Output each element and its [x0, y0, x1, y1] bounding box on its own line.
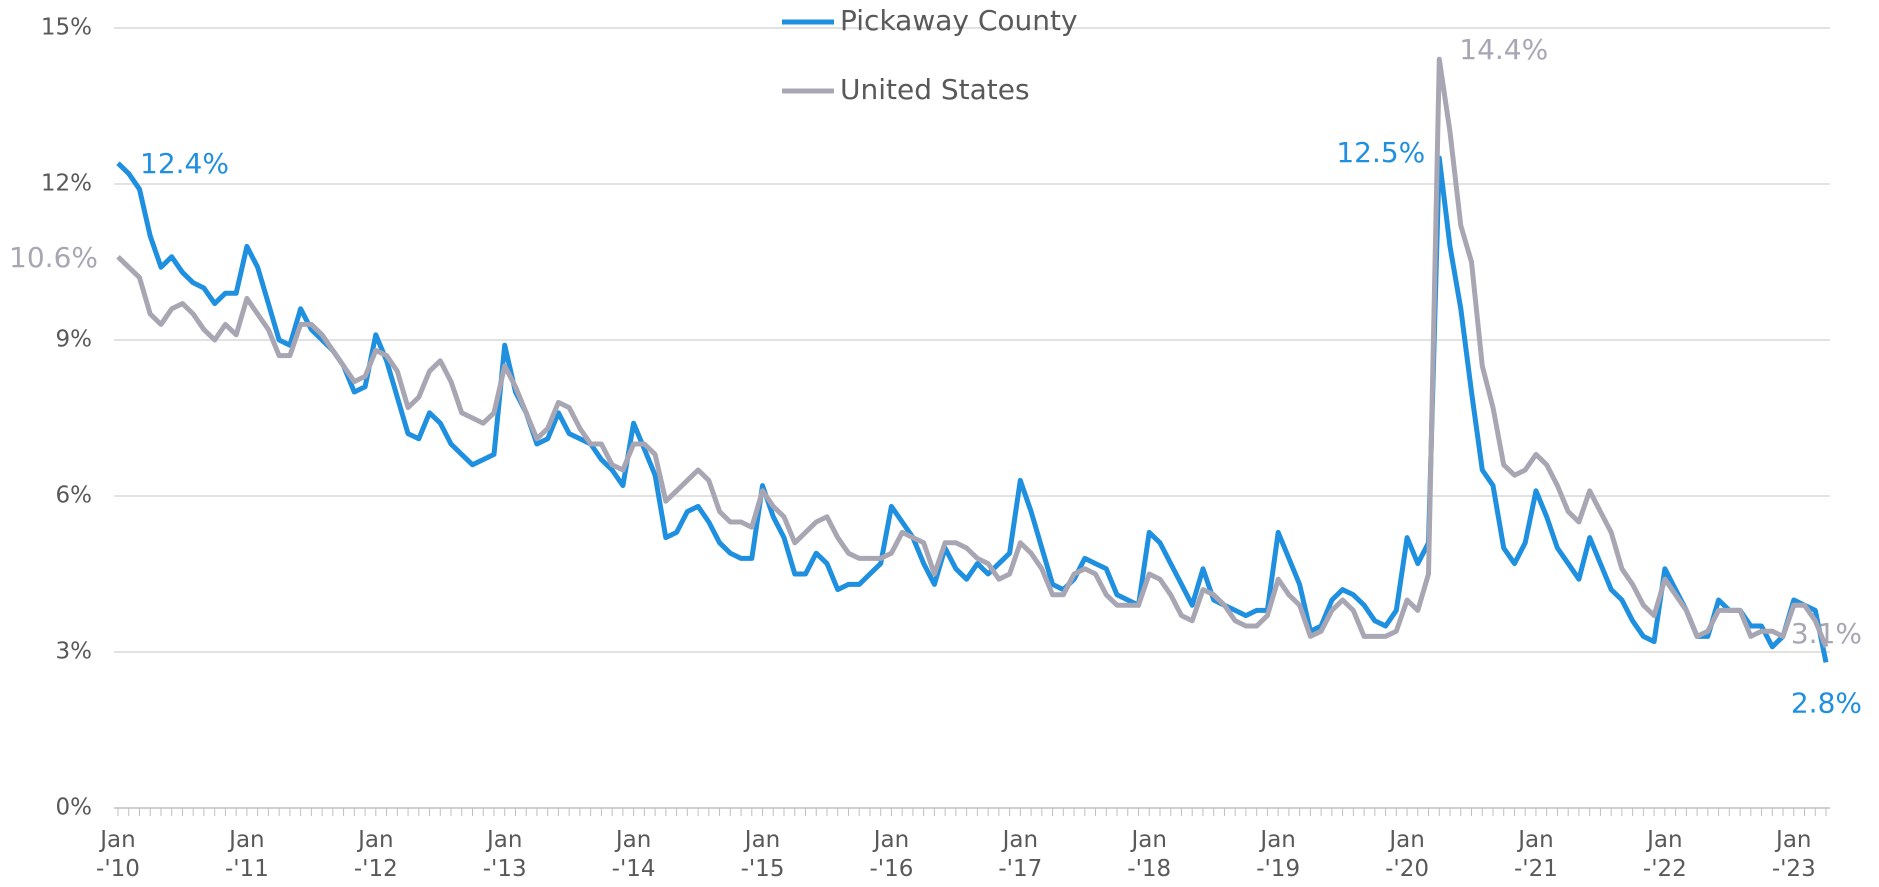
legend-label: United States [840, 73, 1030, 106]
y-tick-label: 6% [56, 483, 93, 509]
series-line [116, 155, 1829, 663]
x-tick-label: Jan -'10 [96, 827, 140, 882]
y-tick-label: 15% [41, 15, 92, 41]
data-label: 3.1% [1791, 617, 1862, 650]
data-label: 2.8% [1791, 686, 1862, 719]
x-tick-label: Jan -'20 [1385, 827, 1429, 882]
legend-label: Pickaway County [840, 4, 1078, 37]
x-tick-label: Jan -'23 [1771, 827, 1816, 882]
x-tick-label: Jan -'22 [1642, 827, 1687, 882]
x-tick-label: Jan -'11 [224, 827, 269, 882]
y-tick-label: 12% [41, 171, 92, 197]
y-tick-label: 3% [56, 639, 93, 665]
series-line [116, 56, 1829, 648]
x-tick-label: Jan -'13 [482, 827, 527, 882]
data-label: 12.5% [1336, 136, 1425, 169]
x-tick-label: Jan -'15 [740, 827, 785, 882]
data-label: 12.4% [140, 147, 229, 180]
y-tick-label: 0% [56, 795, 93, 821]
x-tick-label: Jan -'21 [1514, 827, 1558, 882]
x-tick-label: Jan -'16 [869, 827, 914, 882]
x-tick-label: Jan -'12 [353, 827, 398, 882]
x-tick-label: Jan -'17 [998, 827, 1043, 882]
y-tick-label: 9% [56, 327, 93, 353]
x-tick-label: Jan -'19 [1256, 827, 1301, 882]
data-label: 10.6% [9, 241, 98, 274]
x-tick-label: Jan -'18 [1127, 827, 1172, 882]
x-tick-label: Jan -'14 [611, 827, 656, 882]
data-label: 14.4% [1459, 33, 1548, 66]
